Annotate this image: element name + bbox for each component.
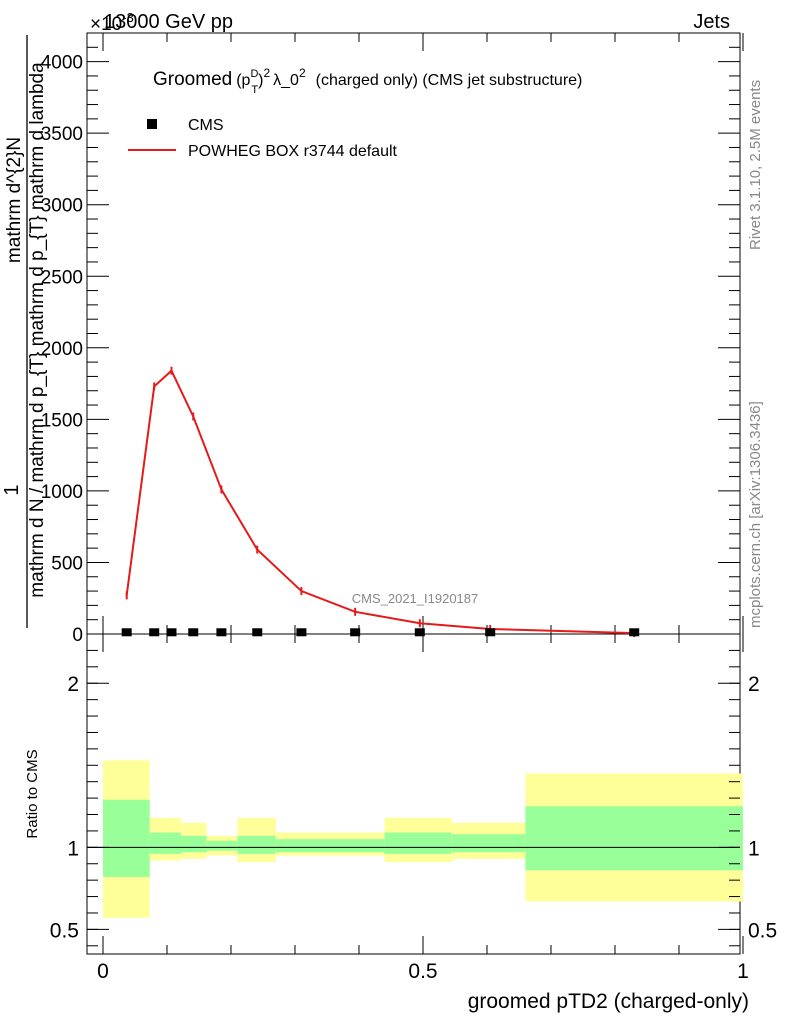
y-axis-label-numerator: mathrm d^{2}N (4, 137, 25, 263)
ratio-axis-label: Ratio to CMS (24, 749, 41, 838)
cms-data-point-7 (350, 628, 361, 637)
ratio-y-tick-label-left-2: 2 (67, 673, 79, 696)
data-series (121, 628, 640, 637)
y-multiplier-exponent: -3 (122, 10, 134, 25)
ratio-y-tick-label-left-0: 0.5 (50, 919, 79, 942)
ratio-y-ticks: 0.5 0.5 1 1 2 2 (50, 649, 777, 947)
ratio-band-inner-8 (384, 832, 452, 854)
cms-data-point-3 (188, 628, 199, 637)
main-y-tick-label-8: 4000 (41, 53, 83, 74)
ratio-band-inner-5 (237, 835, 276, 854)
y-axis-label-denominator: mathrm d N / mathrm d p_{T} mathrm d p_{… (27, 62, 48, 598)
title-pt-sub: T (251, 84, 258, 96)
main-y-tick-label-2: 1000 (41, 482, 83, 503)
ratio-y-tick-label-left-1: 1 (67, 837, 79, 860)
cms-data-point-10 (629, 628, 640, 637)
x-ticks: 0 0.5 1 (97, 33, 749, 983)
ratio-y-tick-label-right-0: 0.5 (748, 919, 777, 942)
process-label: Jets (693, 11, 730, 33)
legend-cms-marker (147, 119, 157, 129)
ratio-band-inner-6 (275, 839, 327, 853)
cms-data-point-0 (121, 628, 132, 637)
analysis-watermark: CMS_2021_I1920187 (352, 591, 479, 606)
y-multiplier: ×10-3 (90, 10, 134, 35)
title-paren-open: (p (236, 72, 250, 89)
ratio-band-inner-7 (327, 839, 385, 853)
x-tick-label-2: 1 (737, 960, 749, 983)
title-paren-close: ) (258, 72, 263, 89)
energy-label: 13000 GeV pp (104, 11, 233, 33)
ratio-band-inner-0 (103, 799, 150, 877)
ratio-y-tick-label-right-2: 2 (748, 673, 760, 696)
title-exp: 2 (263, 66, 270, 80)
main-y-tick-label-0: 0 (72, 625, 83, 646)
title-suffix: (charged only) (CMS jet substructure) (316, 72, 583, 89)
title-lambda: λ_0 (273, 72, 299, 89)
y-axis-label-one: 1 (1, 484, 23, 495)
ratio-band-inner-3 (181, 835, 207, 853)
mcplots-label: mcplots.cern.ch [arXiv:1306.3436] (747, 401, 764, 628)
title-lambda-exp: 2 (299, 66, 306, 80)
y-multiplier-base: ×10 (90, 14, 122, 35)
x-axis-label: groomed pTD2 (charged-only) (468, 990, 749, 1013)
legend-cms-label: CMS (188, 117, 224, 134)
y-axis-label: 1 mathrm d^{2}N mathrm d N / mathrm d p_… (1, 35, 48, 628)
title-prefix: Groomed (153, 69, 232, 90)
cms-data-point-2 (166, 628, 177, 637)
cms-data-point-5 (252, 628, 263, 637)
main-y-tick-label-1: 500 (51, 553, 83, 574)
ratio-band-inner-1 (149, 832, 166, 854)
cms-data-point-1 (149, 628, 160, 637)
main-y-tick-label-4: 2000 (41, 339, 83, 360)
main-plot-frame (86, 32, 741, 635)
x-tick-label-0: 0 (97, 960, 109, 983)
x-tick-label-1: 0.5 (408, 960, 437, 983)
cms-data-point-8 (414, 628, 425, 637)
rivet-label: Rivet 3.1.10, 2.5M events (747, 80, 764, 250)
title-pt-sup: D (250, 68, 258, 80)
ratio-band-inner-4 (206, 840, 238, 851)
plot-title: Groomed (pD T)2 λ_02 (charged only) (CMS jet… (153, 66, 582, 96)
legend-mc-label: POWHEG BOX r3744 default (188, 143, 398, 160)
ratio-band-inner-10 (525, 806, 743, 871)
main-y-ticks: 0 500 1000 1500 2000 2500 3000 3500 4000 (41, 32, 740, 646)
ratio-uncertainty-bands (103, 760, 743, 918)
cms-data-point-4 (216, 628, 227, 637)
cms-data-point-6 (296, 628, 307, 637)
cms-data-point-9 (485, 628, 496, 637)
main-y-tick-label-6: 3000 (41, 196, 83, 217)
ratio-y-tick-label-right-1: 1 (748, 837, 760, 860)
main-y-tick-label-5: 2500 (41, 267, 83, 288)
main-y-tick-label-3: 1500 (41, 410, 83, 431)
ratio-band-inner-9 (451, 834, 526, 853)
ratio-band-inner-2 (165, 832, 182, 854)
main-y-tick-label-7: 3500 (41, 124, 83, 145)
